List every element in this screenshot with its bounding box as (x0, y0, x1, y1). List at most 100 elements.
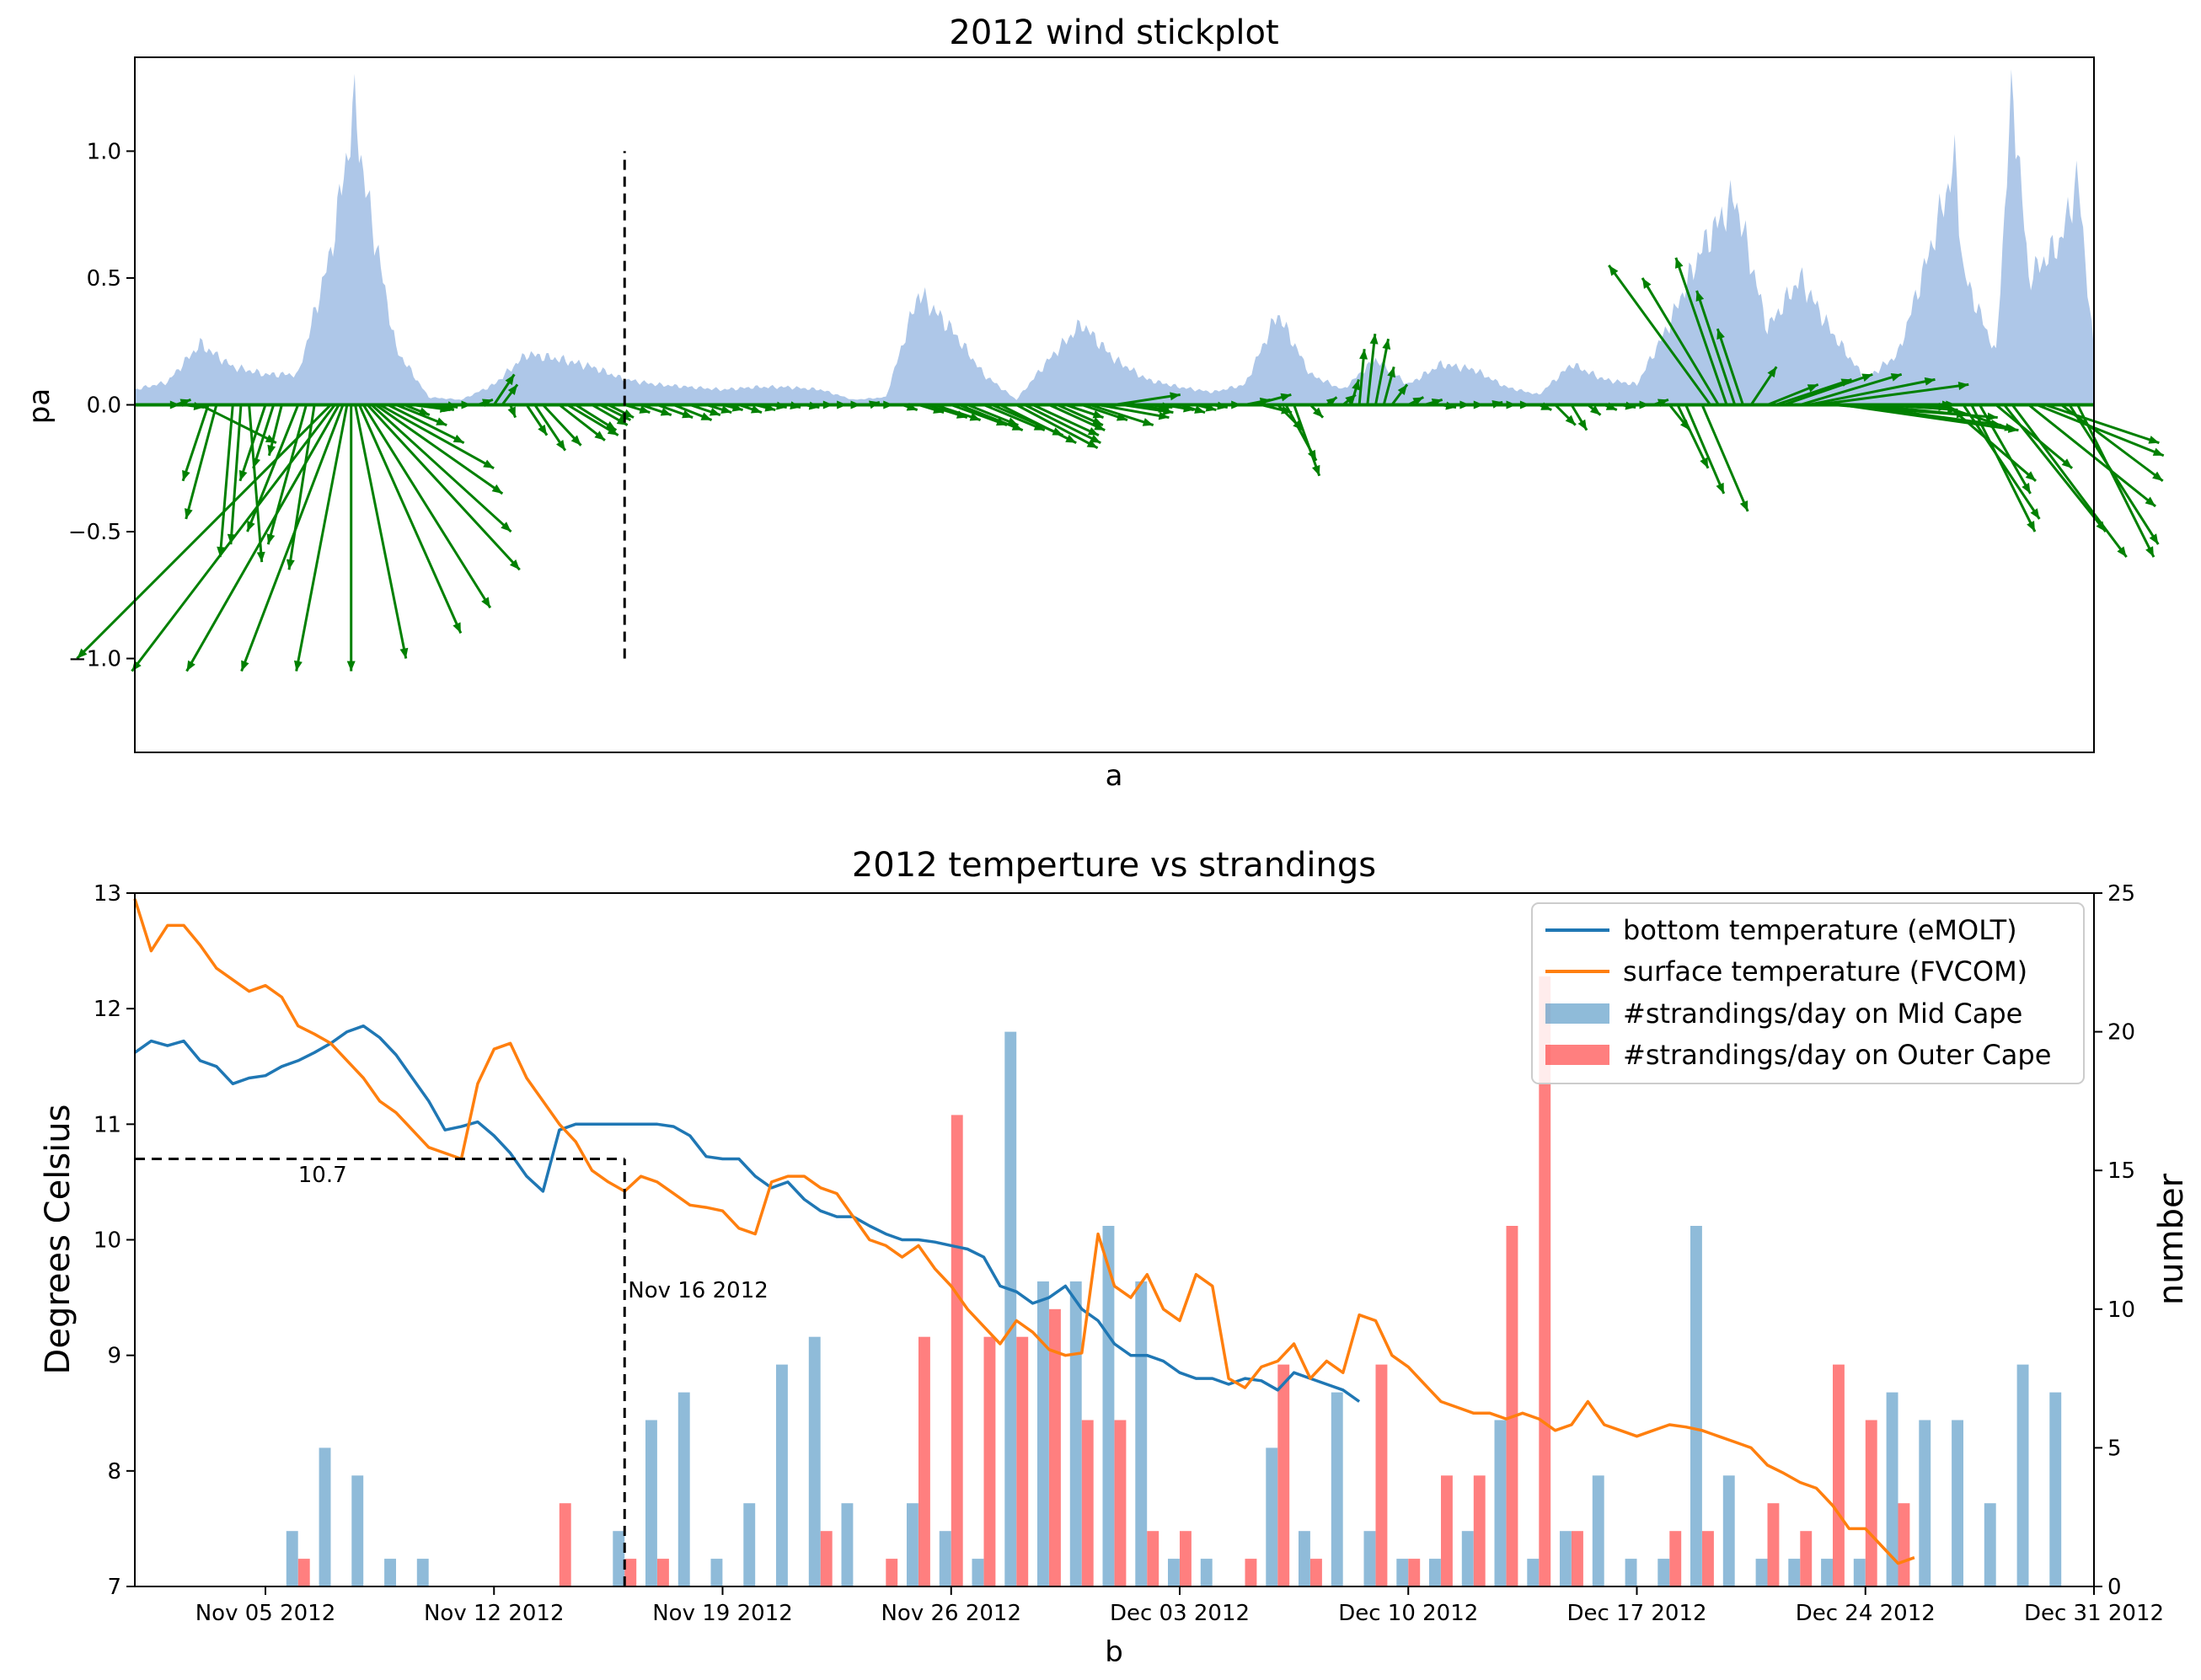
wind-stick-head (764, 403, 776, 412)
x-axis-label: a (1106, 759, 1123, 793)
wind-stick-head (2027, 521, 2035, 532)
mid-cape-bar (1722, 1475, 1735, 1586)
wind-stick-head (790, 401, 801, 410)
wind-stick (387, 404, 465, 445)
wind-stick-head (1700, 457, 1709, 468)
wind-stick-head (2152, 447, 2164, 456)
wind-stick-head (1957, 382, 1969, 390)
mid-cape-bar (1200, 1559, 1213, 1586)
wind-stick-head (709, 408, 720, 416)
wind-stick (1882, 404, 1958, 412)
outer-cape-bar (1669, 1531, 1682, 1586)
outer-cape-bar (1049, 1308, 1061, 1586)
y-tick-right-label: 10 (2107, 1297, 2135, 1323)
outer-cape-bar (1473, 1475, 1486, 1586)
wind-stick-head (179, 399, 191, 408)
outer-cape-bar (983, 1336, 996, 1586)
mid-cape-bar (808, 1336, 821, 1586)
wind-stick-head (1589, 405, 1601, 415)
mid-cape-bar (776, 1364, 788, 1586)
wind-stick-head (1890, 373, 1902, 382)
wind-stick (1114, 393, 1181, 406)
wind-stick-head (1459, 400, 1470, 409)
wind-stick-head (1007, 417, 1019, 425)
wind-stick (1716, 328, 1744, 405)
wind-sticks (76, 257, 2165, 672)
mid-cape-bar (1494, 1420, 1507, 1586)
y-tick-label: 13 (94, 881, 121, 907)
wind-stick-head (1767, 366, 1777, 378)
wind-stick (266, 404, 308, 545)
wind-stick-head (453, 434, 464, 443)
wind-stick-head (1807, 384, 1818, 393)
wind-stick-head (1359, 349, 1368, 360)
wind-magnitude-bars (135, 69, 2094, 407)
legend-label-surface-temp: surface temperature (FVCOM) (1623, 955, 2027, 987)
wind-stick-head (1369, 334, 1379, 345)
wind-stick (252, 404, 276, 469)
wind-stick-head (700, 412, 712, 420)
wind-stick-head (501, 522, 511, 532)
wind-stick-head (1605, 402, 1617, 410)
wind-stick-head (776, 401, 787, 410)
mid-cape-bar (1592, 1475, 1604, 1586)
mid-cape-bar (1788, 1559, 1801, 1586)
x-tick-label: Dec 17 2012 (1566, 1601, 1706, 1626)
wind-stick-head (77, 648, 88, 659)
mid-cape-bar (1299, 1531, 1310, 1586)
outer-cape-bar (918, 1336, 930, 1586)
mid-cape-bar (677, 1392, 690, 1586)
mid-cape-bar (384, 1559, 396, 1586)
wind-stick-head (2145, 496, 2156, 506)
wind-stick (1695, 290, 1737, 405)
mid-cape-bar (1266, 1447, 1278, 1586)
outer-cape-bar (559, 1503, 571, 1586)
wind-stick-head (1625, 401, 1636, 410)
outer-cape-bar (297, 1559, 310, 1586)
wind-stick-head (1642, 277, 1652, 289)
x-tick-label: Nov 19 2012 (652, 1601, 793, 1626)
wind-stick-head (751, 404, 762, 414)
wind-stick-head (1431, 398, 1443, 407)
wind-stick (1807, 377, 1936, 406)
wind-stick (238, 404, 267, 482)
outer-cape-bar (1245, 1559, 1257, 1586)
wind-stick-head (346, 661, 356, 671)
wind-stick (2076, 404, 2155, 558)
mid-cape-bar (972, 1559, 984, 1586)
mid-cape-bar (319, 1447, 331, 1586)
x-tick-label: Nov 12 2012 (424, 1601, 565, 1626)
mid-cape-bar (1560, 1531, 1572, 1586)
outer-cape-bar (1865, 1420, 1877, 1586)
wind-stick (2011, 404, 2128, 559)
chart-title: 2012 wind stickplot (949, 13, 1278, 52)
wind-stick (354, 404, 408, 659)
wind-stick-head (1231, 400, 1242, 409)
wind-stick-head (2117, 546, 2127, 558)
y-axis-label: pa (23, 388, 56, 424)
wind-stick (1024, 404, 1101, 445)
wind-stick (295, 404, 349, 671)
wind-stick-head (2148, 436, 2160, 444)
wind-stick-head (1142, 418, 1154, 426)
y-tick-label: 11 (94, 1112, 121, 1137)
wind-stick (1374, 338, 1390, 405)
bottom-temperature-line (133, 1024, 1361, 1403)
wind-stick (378, 404, 495, 470)
wind-stick (370, 404, 512, 533)
wind-stick-head (1412, 397, 1424, 406)
y-tick-label: 8 (107, 1459, 121, 1485)
wind-stick-head (453, 622, 461, 634)
wind-stick-head (193, 402, 205, 410)
wind-stick-head (570, 435, 581, 446)
wind-stick (1031, 404, 1100, 436)
wind-stick-head (639, 405, 651, 414)
mid-cape-bar (1527, 1559, 1540, 1586)
mid-cape-bar (1102, 1226, 1115, 1586)
outer-cape-bar (886, 1559, 898, 1586)
wind-stick (1970, 404, 2037, 532)
temperature-lines (133, 898, 1915, 1565)
wind-stick-head (616, 416, 628, 425)
y-tick-right-label: 15 (2107, 1158, 2135, 1184)
wind-stick-head (1540, 402, 1552, 410)
